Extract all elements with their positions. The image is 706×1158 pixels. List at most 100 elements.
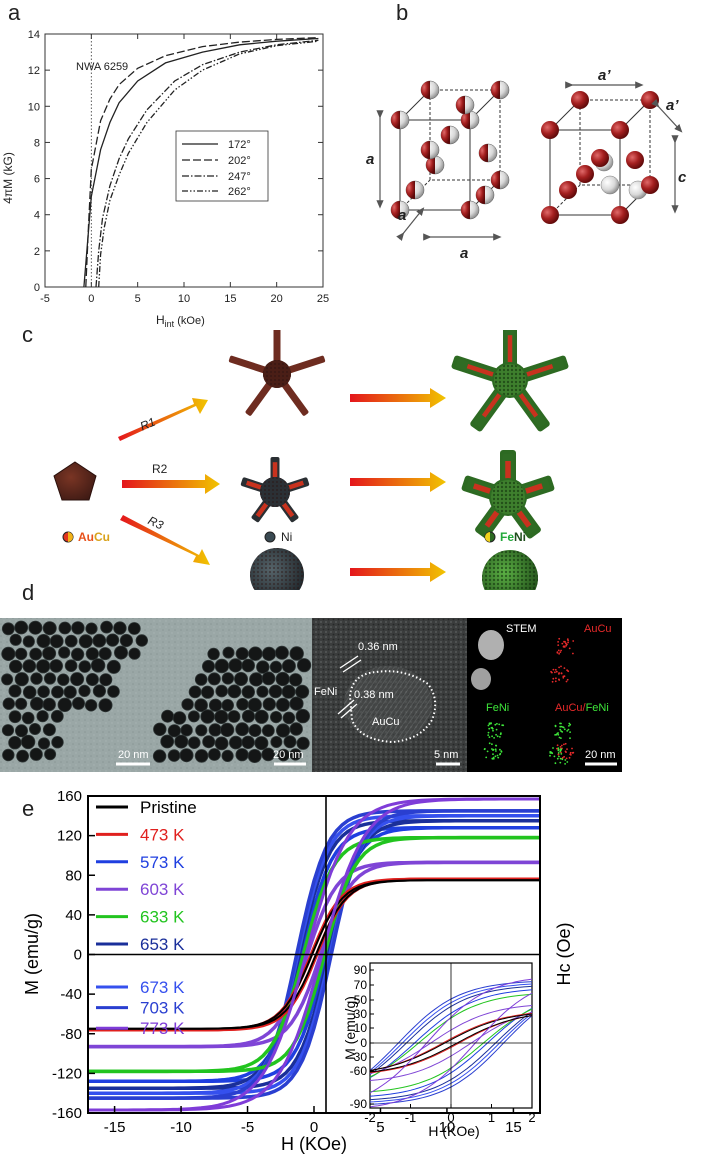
hrtem-label-aucu: AuCu — [372, 716, 400, 728]
arm-core — [280, 380, 309, 416]
nanoparticle — [261, 724, 275, 737]
legend-feni: FeNi — [484, 530, 526, 544]
nanoparticle — [208, 698, 223, 712]
panel-e-x-tick-label: -15 — [104, 1119, 126, 1136]
panel-e-x-tick-label: -10 — [170, 1119, 192, 1136]
inset-y-tick-label: 30 — [354, 1007, 368, 1021]
eds-dot — [566, 730, 569, 732]
eds-dot — [492, 757, 495, 760]
atom-red-half — [421, 81, 430, 99]
atom-red-half — [476, 186, 485, 204]
nanoparticle — [43, 672, 57, 685]
panel-e-curves — [88, 797, 540, 1112]
eds-aucu-label: AuCu — [584, 623, 612, 635]
nanoparticle — [248, 724, 262, 738]
eds-dot — [549, 754, 551, 757]
disordered-atoms — [390, 80, 510, 220]
nanoparticle — [8, 710, 22, 724]
eds-dot — [558, 637, 561, 640]
panel-a-y-tick-label: 4 — [34, 210, 40, 222]
nanoparticle — [261, 671, 276, 686]
pentapod-arm — [285, 355, 326, 374]
panel-label-a: a — [8, 0, 21, 25]
eds-dot — [498, 723, 501, 726]
nanoparticle — [254, 736, 269, 751]
hrtem-label-036: 0.36 nm — [358, 641, 398, 653]
nanoparticle — [281, 659, 296, 674]
eds-dot — [488, 736, 491, 738]
panel-a-x-tick-label: 0 — [88, 293, 94, 305]
eds-dot — [563, 743, 565, 746]
eds-dot — [561, 758, 564, 761]
eds-dot — [559, 746, 562, 748]
nanoparticle — [247, 697, 262, 713]
eds-feni-label: FeNi — [486, 702, 509, 714]
nanoparticle — [229, 735, 243, 750]
eds-overlay-label: AuCu/FeNi — [555, 702, 609, 714]
nanoparticle — [172, 711, 187, 725]
nanoparticle — [235, 748, 249, 762]
eds-dot — [566, 678, 569, 681]
nanoparticle — [235, 647, 249, 661]
arm-core — [228, 355, 269, 374]
atom-red-half — [491, 81, 500, 99]
eds-dot — [499, 753, 501, 756]
nanoparticle — [281, 684, 296, 699]
nanoparticle — [200, 709, 215, 724]
au-atom — [611, 121, 629, 139]
eds-dot — [499, 736, 501, 738]
arm-stripe — [272, 462, 278, 479]
aucu-seed-pentagon — [53, 461, 97, 501]
nanoparticle — [275, 697, 290, 712]
eds-dot — [496, 722, 498, 725]
panel-a-y-tick-label: 0 — [34, 282, 40, 294]
eds-dot — [555, 677, 557, 680]
eds-dot — [560, 737, 562, 739]
panel-a-x-ticks: -5 0 5 10 15 20 25 — [40, 34, 329, 305]
panel-label-d: d — [22, 580, 35, 605]
nanoparticle — [153, 722, 167, 737]
eds-dot — [568, 756, 571, 759]
nanoparticle — [1, 673, 14, 686]
label-a-prime-top: a’ — [598, 70, 611, 84]
pentapod-arm — [228, 355, 269, 374]
eds-dot — [559, 749, 562, 752]
panel-e-chart: -15 -10 -5 0 5 10 15 16012080400-40-80-120-160… — [22, 788, 574, 1154]
eds-dot — [569, 731, 571, 733]
inset-x-tick-label: -2 — [364, 1110, 376, 1125]
eds-dot — [565, 757, 568, 760]
eds-dot — [571, 747, 573, 750]
eds-dot — [551, 680, 554, 683]
legend-label-603 K: 603 K — [140, 880, 185, 899]
transfer-arrow-middle — [350, 472, 446, 492]
label-a-horizontal: a — [460, 245, 468, 262]
pentapod-core-texture — [263, 360, 291, 388]
pentapod-core-texture — [260, 477, 290, 507]
eds-dot — [566, 643, 568, 646]
arm-stripe — [516, 390, 539, 418]
nanoparticle — [63, 685, 77, 699]
eds-dot — [492, 729, 494, 732]
pentapod-arm — [503, 330, 517, 368]
nanoparticle — [106, 659, 121, 674]
eds-dot — [556, 747, 558, 750]
eds-dot — [555, 670, 558, 673]
nanoparticle — [49, 659, 63, 673]
pentapod-arm — [451, 355, 500, 383]
legend-ni: Ni — [264, 530, 292, 544]
mixed-atom — [475, 185, 495, 205]
inset-y-tick-label: 70 — [354, 978, 368, 992]
eds-dot — [561, 731, 564, 733]
eds-dot — [567, 641, 569, 644]
panel-a-y-tick-label: 6 — [34, 174, 40, 186]
feni-legend-icon-half — [485, 532, 490, 542]
eds-dot — [558, 679, 561, 681]
panel-e-y-tick-label: -80 — [60, 1026, 82, 1043]
loop-lower-773 K — [88, 797, 540, 1112]
eds-dot — [491, 727, 494, 730]
pentapod-arm — [240, 477, 266, 493]
eds-dot — [500, 750, 503, 753]
atom-red-half — [491, 171, 500, 189]
au-atom — [541, 121, 559, 139]
nanoparticle — [92, 684, 107, 698]
